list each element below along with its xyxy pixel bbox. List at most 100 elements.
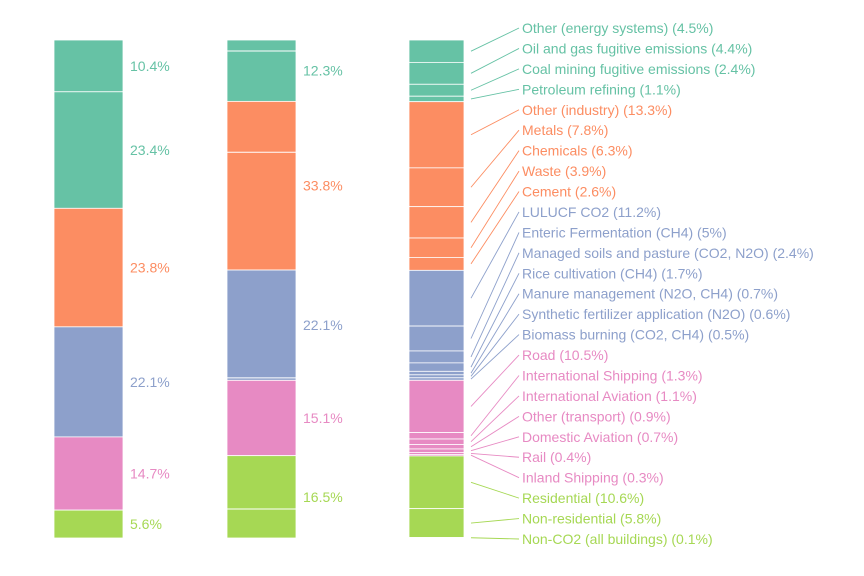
category-label-8: Waste (3.9%) (522, 163, 606, 179)
bar-segment-3-5 (408, 101, 465, 169)
segment-label-2-5: 16.5% (303, 489, 343, 505)
category-label-16: Biomass burning (CO2, CH4) (0.5%) (522, 327, 749, 343)
bar-segment-3-14 (408, 370, 465, 376)
leader-line-22 (470, 452, 520, 458)
leader-line-5 (470, 109, 520, 136)
leader-line-7 (470, 150, 520, 223)
leader-line-17 (470, 354, 520, 407)
category-label-9: Cement (2.6%) (522, 184, 616, 200)
bar-segment-2-3 (226, 269, 297, 381)
leader-line-11 (470, 232, 520, 339)
leader-lines-layer (470, 27, 520, 540)
bar-segment-3-15 (408, 374, 465, 379)
leader-line-9 (470, 191, 520, 265)
bar-segment-3-10 (408, 269, 465, 327)
bar-segment-3-9 (408, 257, 465, 271)
segment-label-1-3: 23.8% (130, 260, 170, 276)
bar-segment-1-4 (53, 326, 124, 438)
leader-line-21 (470, 436, 520, 452)
bar-segment-3-26 (408, 537, 465, 539)
category-label-14: Manure management (N2O, CH4) (0.7%) (522, 286, 778, 302)
bar-segment-3-4 (408, 95, 465, 103)
labels-layer: 10.4% 23.4% 23.8% 22.1% 14.7% 5.6% 12.3% 33.8% 2… (130, 20, 814, 547)
leader-line-8 (470, 170, 520, 248)
category-label-19: International Aviation (1.1%) (522, 388, 697, 404)
leader-line-15 (470, 313, 520, 377)
leader-line-2 (470, 48, 520, 74)
category-label-7: Chemicals (6.3%) (522, 143, 632, 159)
category-label-2: Oil and gas fugitive emissions (4.4%) (522, 40, 752, 56)
bar-segment-2-4 (226, 379, 297, 457)
segment-label-2-4: 15.1% (303, 410, 343, 426)
category-label-21: Domestic Aviation (0.7%) (522, 429, 678, 445)
bar-segment-3-24 (408, 455, 465, 510)
bar-segment-3-17 (408, 379, 465, 433)
bar-segment-3-6 (408, 167, 465, 208)
category-label-18: International Shipping (1.3%) (522, 367, 703, 383)
leader-line-13 (470, 273, 520, 368)
category-label-11: Enteric Fermentation (CH4) (5%) (522, 224, 727, 240)
category-label-17: Road (10.5%) (522, 347, 608, 363)
segment-label-2-3: 22.1% (303, 317, 343, 333)
category-label-25: Non-residential (5.8%) (522, 511, 661, 527)
bar-segment-3-12 (408, 350, 465, 364)
bar-segment-3-19 (408, 438, 465, 445)
bars-layer (53, 39, 465, 539)
bar-segment-1-6 (53, 509, 124, 539)
category-label-6: Metals (7.8%) (522, 122, 608, 138)
leader-line-26 (470, 537, 520, 540)
bar-segment-3-3 (408, 83, 465, 97)
leader-line-6 (470, 129, 520, 188)
leader-line-23 (470, 454, 520, 479)
category-label-1: Other (energy systems) (4.5%) (522, 20, 713, 36)
leader-line-3 (470, 68, 520, 91)
bar-segment-1-2 (53, 91, 124, 209)
segment-label-2-1: 12.3% (303, 63, 343, 79)
leader-line-19 (470, 395, 520, 443)
leader-line-18 (470, 375, 520, 437)
category-label-23: Inland Shipping (0.3%) (522, 470, 664, 486)
bar-segment-3-7 (408, 206, 465, 239)
bar-segment-3-25 (408, 508, 465, 538)
leader-line-14 (470, 293, 520, 374)
leader-line-1 (470, 27, 520, 52)
category-label-20: Other (transport) (0.9%) (522, 408, 671, 424)
leader-line-25 (470, 518, 520, 524)
segment-label-1-2: 23.4% (130, 142, 170, 158)
category-label-26: Non-CO2 (all buildings) (0.1%) (522, 531, 713, 547)
bar-segment-2-2 (226, 100, 297, 271)
category-label-13: Rice cultivation (CH4) (1.7%) (522, 265, 703, 281)
bar-segment-3-1 (408, 39, 465, 63)
category-label-24: Residential (10.6%) (522, 490, 644, 506)
category-label-5: Other (industry) (13.3%) (522, 102, 672, 118)
bar-segment-3-2 (408, 61, 465, 85)
bar-segment-1-3 (53, 207, 124, 328)
leader-line-24 (470, 481, 520, 499)
leader-line-4 (470, 88, 520, 100)
bar-segment-2-1 (226, 39, 297, 102)
leader-line-20 (470, 415, 520, 448)
category-label-15: Synthetic fertilizer application (N2O) (… (522, 306, 790, 322)
bar-segment-3-21 (408, 448, 465, 453)
bar-segment-1-5 (53, 436, 124, 511)
category-label-4: Petroleum refining (1.1%) (522, 81, 681, 97)
category-label-12: Managed soils and pasture (CO2, N2O) (2.… (522, 245, 814, 261)
category-label-3: Coal mining fugitive emissions (2.4%) (522, 61, 755, 77)
bar-segment-3-13 (408, 362, 465, 372)
segment-label-1-1: 10.4% (130, 58, 170, 74)
bar-segment-1-1 (53, 39, 124, 93)
bar-segment-3-18 (408, 432, 465, 440)
segment-label-1-6: 5.6% (130, 516, 162, 532)
category-label-22: Rail (0.4%) (522, 449, 591, 465)
leader-line-10 (470, 211, 520, 299)
leader-line-16 (470, 334, 520, 380)
category-label-10: LULUCF CO2 (11.2%) (522, 204, 661, 220)
bar-segment-3-8 (408, 237, 465, 258)
bar-segment-3-20 (408, 444, 465, 450)
bar-segment-3-11 (408, 325, 465, 352)
segment-label-1-5: 14.7% (130, 466, 170, 482)
bar-segment-2-5 (226, 455, 297, 539)
leader-line-12 (470, 252, 520, 358)
segment-label-2-2: 33.8% (303, 178, 343, 194)
